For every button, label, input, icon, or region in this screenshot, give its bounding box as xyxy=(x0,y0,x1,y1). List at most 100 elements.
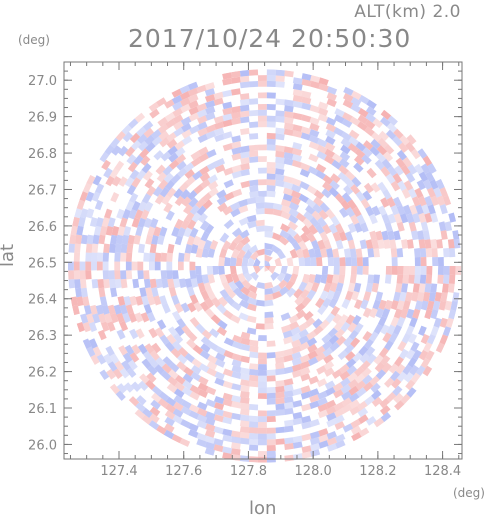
echo-cell xyxy=(292,100,303,109)
echo-cell xyxy=(395,283,403,293)
echo-cell xyxy=(341,397,352,407)
echo-cell xyxy=(309,216,320,228)
echo-cell xyxy=(432,300,441,311)
echo-cell xyxy=(179,91,191,101)
echo-cell xyxy=(317,403,328,413)
echo-cell xyxy=(409,317,418,328)
echo-cell xyxy=(275,133,285,141)
echo-cell xyxy=(442,195,452,206)
echo-cell xyxy=(301,296,312,307)
echo-cell xyxy=(99,296,108,307)
echo-cell xyxy=(239,293,250,303)
echo-cell xyxy=(292,89,303,97)
echo-cell xyxy=(86,313,95,324)
echo-cell xyxy=(214,377,225,387)
echo-cell xyxy=(202,199,213,210)
echo-cell xyxy=(275,380,285,387)
echo-cell xyxy=(158,130,170,141)
echo-cell xyxy=(392,173,403,184)
echo-cell xyxy=(88,338,98,349)
echo-cell xyxy=(360,360,371,371)
echo-cell xyxy=(115,390,126,401)
echo-cell xyxy=(339,158,350,168)
echo-cell xyxy=(239,420,250,428)
echo-cell xyxy=(292,83,303,91)
echo-cell xyxy=(316,150,327,161)
echo-cell xyxy=(391,266,398,275)
echo-cell xyxy=(360,299,369,310)
echo-cell xyxy=(330,305,341,317)
echo-cell xyxy=(341,390,352,401)
echo-cell xyxy=(307,350,318,360)
echo-cell xyxy=(266,80,276,87)
echo-cell xyxy=(181,386,193,397)
echo-cell xyxy=(96,252,104,262)
echo-cell xyxy=(201,274,210,284)
echo-cell xyxy=(332,382,344,392)
echo-cell xyxy=(131,217,140,228)
echo-cell xyxy=(246,220,257,229)
echo-cell xyxy=(187,87,199,97)
echo-cell xyxy=(300,373,311,382)
echo-cell xyxy=(257,190,267,197)
echo-cell xyxy=(148,357,159,369)
echo-cell xyxy=(306,289,317,300)
echo-cell xyxy=(322,181,333,192)
echo-cell xyxy=(186,338,197,349)
echo-cell xyxy=(187,81,199,91)
echo-cell xyxy=(266,410,276,417)
echo-cell xyxy=(340,377,351,388)
echo-cell xyxy=(345,290,354,301)
echo-cell xyxy=(240,163,250,171)
echo-cell xyxy=(239,98,250,106)
echo-cell xyxy=(266,104,276,111)
echo-cell xyxy=(257,115,267,122)
echo-cell xyxy=(111,145,122,156)
echo-cell xyxy=(266,450,276,457)
echo-cell xyxy=(205,124,216,133)
echo-cell xyxy=(85,252,92,262)
echo-cell xyxy=(204,435,215,444)
echo-cell xyxy=(109,353,120,364)
echo-cell xyxy=(411,291,419,302)
echo-cell xyxy=(239,432,250,439)
echo-cell xyxy=(222,392,233,401)
echo-cell xyxy=(141,295,150,306)
echo-cell xyxy=(331,369,343,379)
echo-cell xyxy=(310,256,317,266)
echo-cell xyxy=(363,338,374,350)
echo-cell xyxy=(266,398,276,405)
echo-cell xyxy=(144,201,154,212)
x-tick-label: 127.8 xyxy=(230,464,267,479)
echo-cell xyxy=(364,119,376,130)
echo-cell xyxy=(216,326,227,337)
echo-cell xyxy=(168,159,180,170)
echo-cell xyxy=(110,313,119,324)
echo-cell xyxy=(356,214,366,225)
echo-cell xyxy=(119,217,128,228)
echo-cell xyxy=(402,364,413,375)
echo-cell xyxy=(125,261,132,271)
echo-cell xyxy=(78,216,86,227)
echo-cell xyxy=(439,317,448,328)
y-tick-label: 26.5 xyxy=(28,256,57,271)
echo-cell xyxy=(163,202,173,213)
echo-cell xyxy=(264,202,274,209)
echo-cell xyxy=(402,204,412,215)
echo-cell xyxy=(197,282,206,293)
echo-cell xyxy=(114,278,122,289)
echo-cell xyxy=(275,356,285,364)
echo-cell xyxy=(323,239,332,250)
echo-cell xyxy=(190,365,202,375)
echo-cell xyxy=(86,346,96,358)
echo-cell xyxy=(255,208,265,215)
echo-cell xyxy=(231,147,242,155)
echo-cell xyxy=(292,142,303,150)
echo-cell xyxy=(302,217,313,229)
echo-cell xyxy=(205,130,216,140)
echo-cell xyxy=(377,181,388,193)
echo-cell xyxy=(137,201,147,212)
echo-cell xyxy=(283,348,294,357)
echo-cell xyxy=(351,90,362,100)
echo-cell xyxy=(284,454,294,462)
